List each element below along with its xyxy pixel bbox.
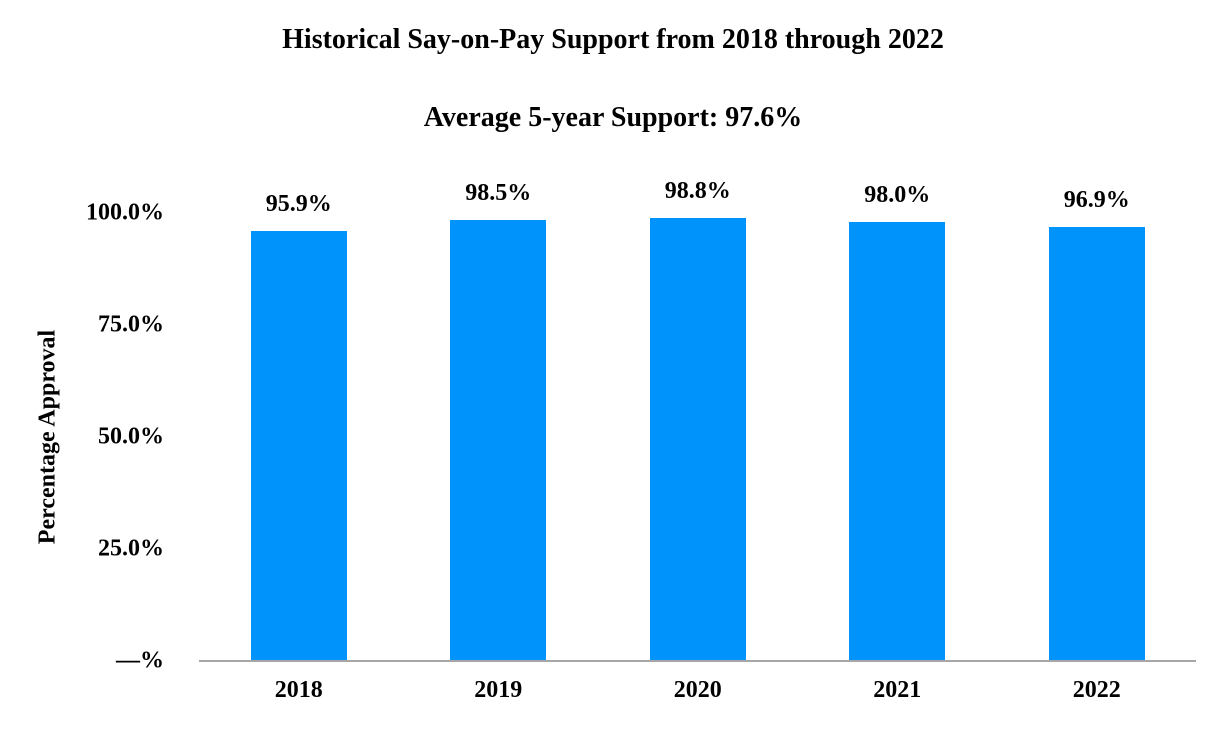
- bar-2021: [849, 221, 946, 661]
- x-axis-line: [199, 660, 1196, 662]
- bar-value-label: 95.9%: [265, 191, 332, 218]
- bar-value-label: 98.8%: [664, 178, 731, 205]
- bar-2019: [450, 219, 547, 661]
- bar-value-label: 98.0%: [864, 181, 931, 208]
- bar-2022: [1048, 226, 1145, 661]
- chart-subtitle: Average 5-year Support: 97.6%: [423, 102, 803, 133]
- bar-value-label: 98.5%: [465, 179, 532, 206]
- bar-2020: [649, 218, 746, 661]
- chart-title: Historical Say-on-Pay Support from 2018 …: [282, 24, 944, 55]
- x-tick-label: 2019: [474, 677, 523, 703]
- bar-value-label: 96.9%: [1063, 186, 1130, 213]
- y-tick-label: 75.0%: [98, 311, 164, 338]
- y-tick-label: 50.0%: [98, 423, 164, 450]
- x-tick-label: 2020: [673, 677, 722, 703]
- y-tick-label: 25.0%: [98, 535, 164, 562]
- x-tick-label: 2021: [873, 677, 922, 703]
- y-tick-label: —%: [116, 647, 164, 674]
- x-tick-label: 2022: [1072, 677, 1121, 703]
- bar-2018: [250, 231, 347, 661]
- x-tick-label: 2018: [274, 677, 323, 703]
- y-tick-label: 100.0%: [86, 199, 164, 226]
- y-axis-label: Percentage Approval: [34, 329, 61, 545]
